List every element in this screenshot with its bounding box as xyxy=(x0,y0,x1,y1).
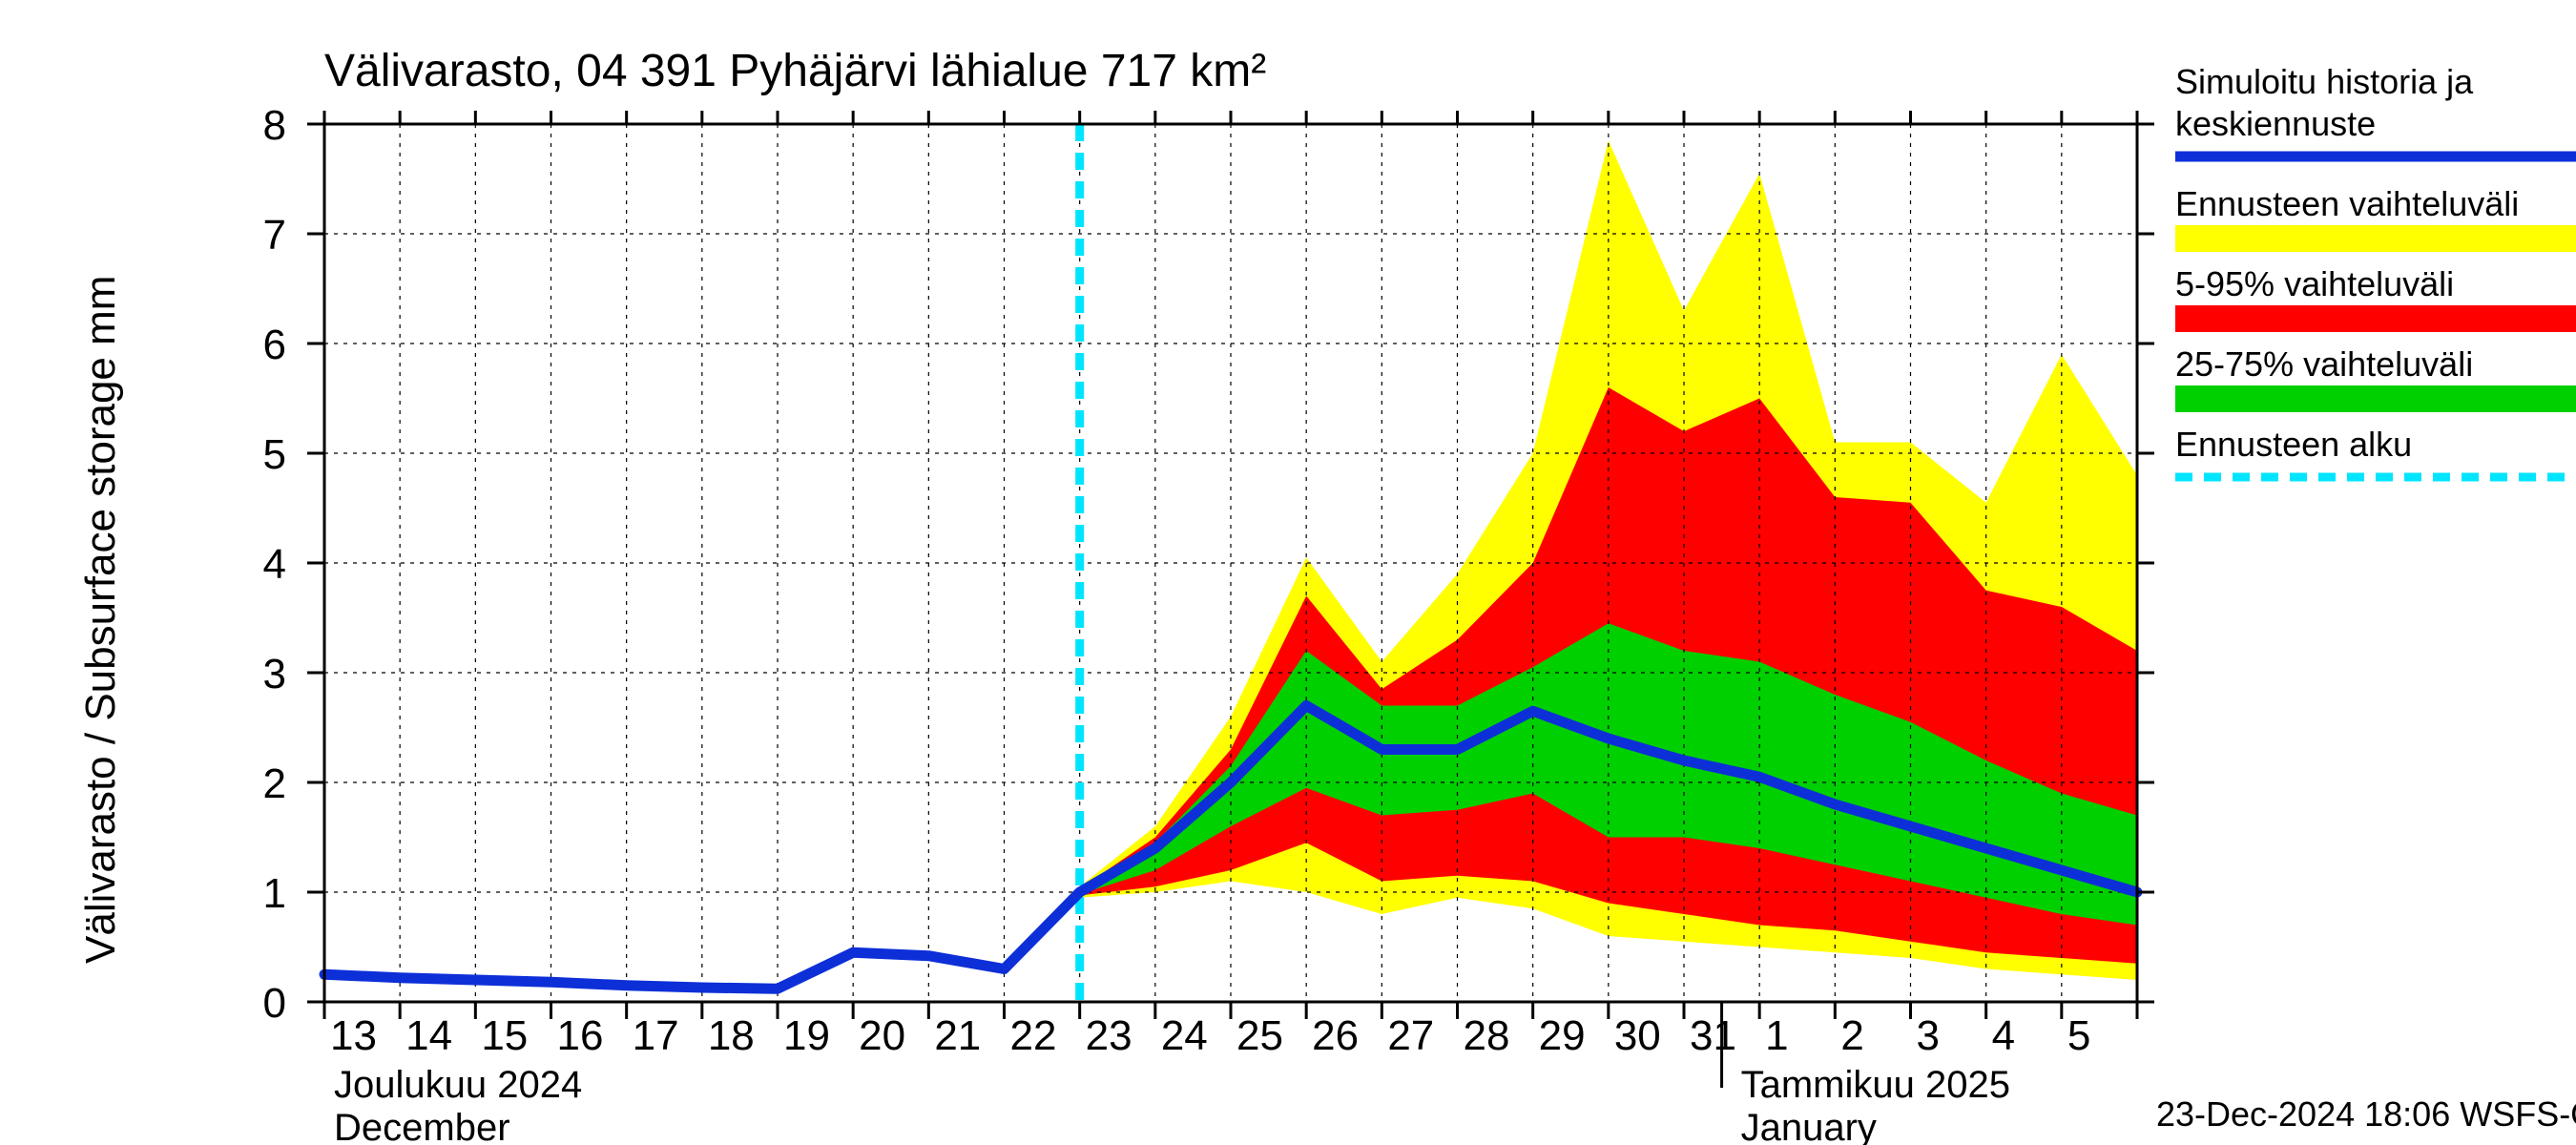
x-tick-label: 24 xyxy=(1161,1012,1208,1059)
x-tick-label: 31 xyxy=(1690,1012,1736,1059)
month-label-right-2: January xyxy=(1741,1107,1877,1145)
x-tick-label: 18 xyxy=(708,1012,755,1059)
legend-label: 5-95% vaihteluväli xyxy=(2175,264,2454,303)
legend-swatch xyxy=(2175,305,2576,332)
x-tick-label: 4 xyxy=(1992,1012,2015,1059)
month-label-right-1: Tammikuu 2025 xyxy=(1741,1064,2010,1106)
legend-swatch xyxy=(2175,225,2576,252)
x-tick-label: 17 xyxy=(633,1012,679,1059)
y-tick-label: 3 xyxy=(263,651,286,697)
legend-label: Ennusteen alku xyxy=(2175,425,2412,464)
chart-footer: 23-Dec-2024 18:06 WSFS-O xyxy=(2156,1094,2576,1134)
month-label-left-1: Joulukuu 2024 xyxy=(334,1064,582,1106)
legend-label: 25-75% vaihteluväli xyxy=(2175,344,2473,384)
x-tick-label: 28 xyxy=(1464,1012,1510,1059)
y-tick-label: 4 xyxy=(263,541,286,588)
x-tick-label: 29 xyxy=(1539,1012,1586,1059)
x-tick-label: 23 xyxy=(1086,1012,1132,1059)
month-label-left-2: December xyxy=(334,1107,510,1145)
y-tick-label: 6 xyxy=(263,322,286,368)
x-tick-label: 5 xyxy=(2067,1012,2090,1059)
x-tick-label: 30 xyxy=(1614,1012,1661,1059)
y-tick-label: 7 xyxy=(263,212,286,259)
x-tick-label: 27 xyxy=(1387,1012,1434,1059)
x-tick-label: 21 xyxy=(934,1012,981,1059)
x-tick-label: 20 xyxy=(859,1012,905,1059)
x-tick-label: 14 xyxy=(405,1012,452,1059)
x-tick-label: 15 xyxy=(481,1012,528,1059)
y-tick-label: 5 xyxy=(263,431,286,478)
legend-label: Simuloitu historia ja xyxy=(2175,62,2474,101)
x-tick-label: 13 xyxy=(330,1012,377,1059)
x-tick-label: 16 xyxy=(557,1012,604,1059)
x-tick-label: 25 xyxy=(1236,1012,1283,1059)
y-tick-label: 0 xyxy=(263,980,286,1027)
x-tick-label: 1 xyxy=(1765,1012,1788,1059)
chart-svg: 0123456781314151617181920212223242526272… xyxy=(0,0,2576,1145)
x-tick-label: 19 xyxy=(783,1012,830,1059)
y-axis-label: Välivarasto / Subsurface storage mm xyxy=(77,276,124,964)
chart-container: 0123456781314151617181920212223242526272… xyxy=(0,0,2576,1145)
y-tick-label: 8 xyxy=(263,102,286,149)
x-tick-label: 22 xyxy=(1010,1012,1057,1059)
x-tick-label: 3 xyxy=(1917,1012,1940,1059)
x-tick-label: 2 xyxy=(1840,1012,1863,1059)
y-tick-label: 2 xyxy=(263,760,286,807)
legend-label: Ennusteen vaihteluväli xyxy=(2175,184,2519,223)
legend-swatch xyxy=(2175,385,2576,412)
x-tick-label: 26 xyxy=(1312,1012,1359,1059)
chart-title: Välivarasto, 04 391 Pyhäjärvi lähialue 7… xyxy=(324,46,1266,96)
y-tick-label: 1 xyxy=(263,870,286,917)
legend-label: keskiennuste xyxy=(2175,104,2376,143)
